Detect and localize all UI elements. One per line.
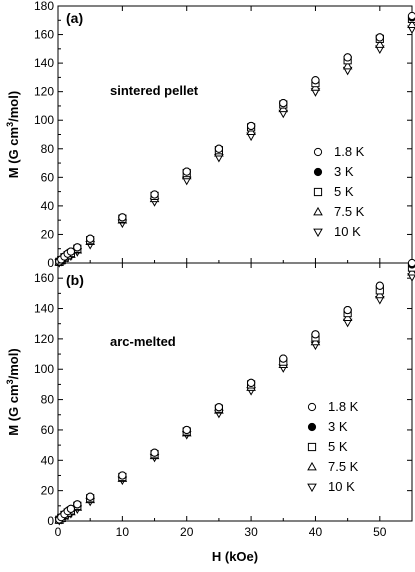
legend-marker xyxy=(307,422,317,432)
x-tick-label: 0 xyxy=(55,525,62,539)
legend-label: 10 K xyxy=(328,479,355,494)
data-point xyxy=(375,281,384,290)
data-points xyxy=(54,258,415,526)
legend-label: 1.8 K xyxy=(334,144,365,159)
y-tick-label: 140 xyxy=(34,56,54,70)
legend-label: 1.8 K xyxy=(328,399,359,414)
y-tick-label: 40 xyxy=(41,199,55,213)
y-axis-label-part: M (G cm xyxy=(6,384,21,435)
legend: 1.8 K 3 K 5 K 7.5 K 10 K xyxy=(307,399,359,494)
data-point xyxy=(311,76,320,85)
data-point xyxy=(375,33,384,42)
data-point xyxy=(342,60,353,70)
legend-marker xyxy=(313,147,323,157)
legend-marker xyxy=(307,483,317,493)
y-tick-label: 100 xyxy=(34,113,54,127)
y-tick-label: 80 xyxy=(41,393,55,407)
data-point xyxy=(246,121,256,131)
data-point xyxy=(407,19,415,28)
legend-marker xyxy=(313,206,323,216)
y-tick-label: 80 xyxy=(41,142,55,156)
y-axis-label-part: M (G cm xyxy=(6,127,21,178)
y-tick-label: 60 xyxy=(41,170,55,184)
data-point xyxy=(407,11,415,21)
data-point xyxy=(182,167,191,176)
y-tick-label: 100 xyxy=(34,362,54,376)
data-point xyxy=(214,403,224,412)
data-point xyxy=(214,144,224,153)
x-axis-label: H (kOe) xyxy=(212,549,258,564)
data-point xyxy=(279,354,288,363)
y-tick-label: 160 xyxy=(34,271,54,285)
y-axis-label: M (G cm3/mol) xyxy=(5,348,21,435)
y-tick-label: 40 xyxy=(41,453,55,467)
y-tick-label: 20 xyxy=(41,227,55,241)
data-point xyxy=(66,504,75,513)
data-point xyxy=(66,247,75,256)
legend-label: 7.5 K xyxy=(334,204,365,219)
data-point xyxy=(73,243,82,252)
x-tick-label: 40 xyxy=(309,525,323,539)
data-point xyxy=(246,378,256,387)
data-point xyxy=(407,258,415,268)
data-point xyxy=(150,190,159,199)
legend: 1.8 K 3 K 5 K 7.5 K 10 K xyxy=(313,144,365,239)
panel-tag: (a) xyxy=(66,10,83,26)
legend-marker xyxy=(307,461,317,471)
y-axis-label-superscript: 3 xyxy=(5,379,15,384)
data-point xyxy=(86,234,95,243)
x-tick-label: 20 xyxy=(180,525,194,539)
data-point xyxy=(150,448,159,457)
y-axis-label-superscript: 3 xyxy=(5,122,15,127)
data-point xyxy=(311,330,320,339)
y-tick-label: 20 xyxy=(41,484,55,498)
y-tick-label: 140 xyxy=(34,302,54,316)
panel-a: 0 20 40 60 80 100 120 140 160 180 M (G cm3/mol) (a)… xyxy=(5,0,415,270)
data-point xyxy=(279,98,288,108)
y-tick-label: 0 xyxy=(47,256,54,270)
x-tick-label: 30 xyxy=(244,525,258,539)
panel-tag: (b) xyxy=(66,272,84,288)
panel-annotation: arc-melted xyxy=(110,334,176,349)
legend-marker xyxy=(307,402,317,412)
y-axis-label-part: /mol) xyxy=(6,348,21,379)
legend-label: 10 K xyxy=(334,224,361,239)
y-tick-label: 180 xyxy=(34,0,54,13)
y-tick-label: 160 xyxy=(34,28,54,42)
data-point xyxy=(86,492,95,501)
x-tick-label: 10 xyxy=(116,525,130,539)
legend-marker xyxy=(313,187,323,197)
data-point xyxy=(118,213,127,222)
y-axis-label: M (G cm3/mol) xyxy=(5,91,21,178)
data-point xyxy=(73,500,82,509)
legend-marker xyxy=(313,167,323,177)
data-point xyxy=(118,471,127,480)
legend-marker xyxy=(313,228,323,238)
legend-label: 5 K xyxy=(334,184,354,199)
legend-label: 5 K xyxy=(328,439,348,454)
plot-frame xyxy=(57,262,413,522)
y-tick-label: 120 xyxy=(34,85,54,99)
legend-label: 3 K xyxy=(334,164,354,179)
legend-label: 3 K xyxy=(328,419,348,434)
y-tick-label: 120 xyxy=(34,332,54,346)
y-tick-label: 0 xyxy=(47,514,54,528)
x-tick-label: 50 xyxy=(373,525,387,539)
data-points xyxy=(54,11,415,268)
legend-marker xyxy=(307,442,317,452)
data-point xyxy=(182,425,191,435)
data-point xyxy=(375,39,385,48)
panel-annotation: sintered pellet xyxy=(110,83,199,98)
y-axis-label-part: /mol) xyxy=(6,91,21,122)
data-point xyxy=(343,305,352,315)
y-tick-label: 60 xyxy=(41,423,55,437)
legend-label: 7.5 K xyxy=(328,459,359,474)
data-point xyxy=(343,53,352,62)
